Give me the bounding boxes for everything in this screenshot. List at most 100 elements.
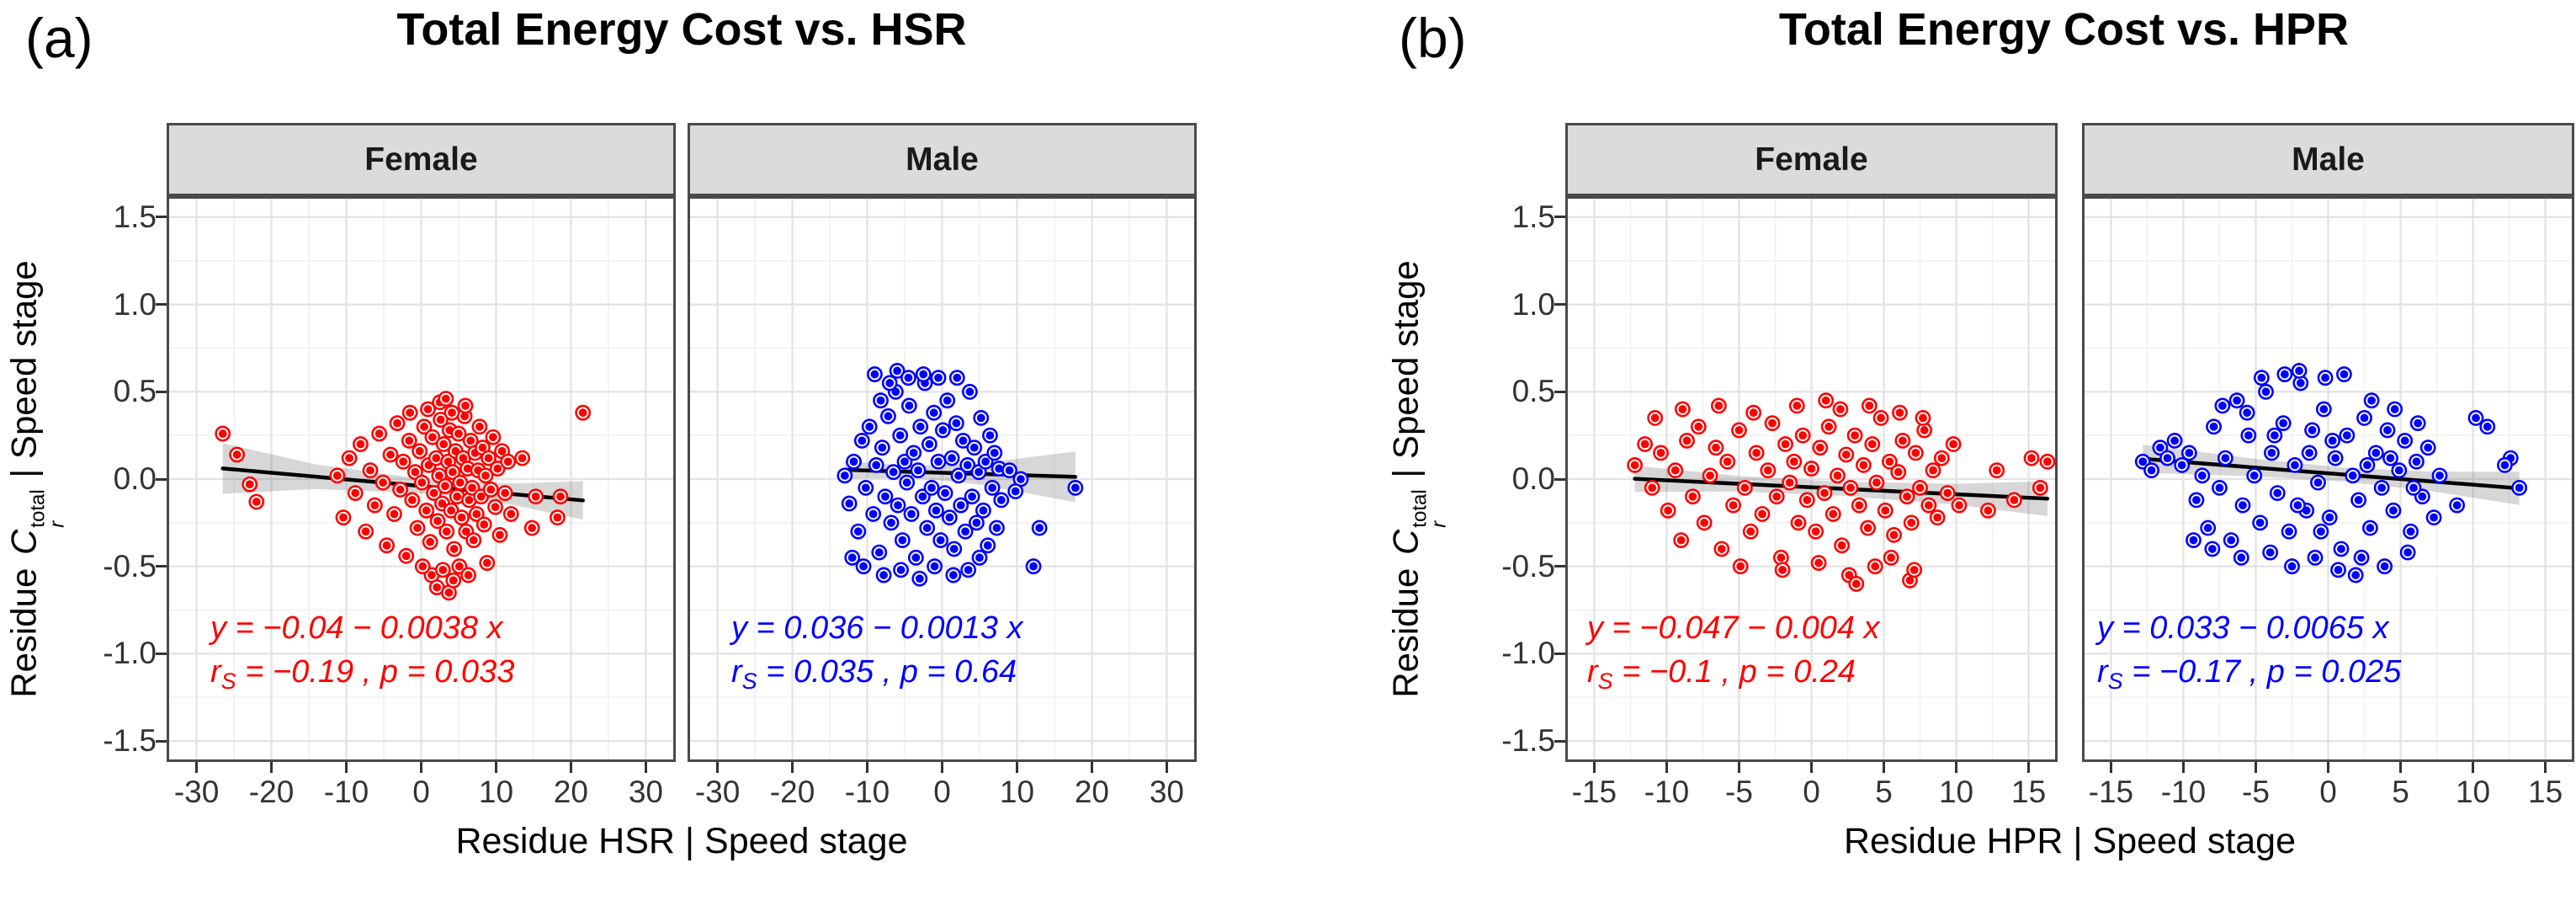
y-axis-symbol: C (1385, 529, 1426, 556)
y-tick-label: -1.5 (1501, 723, 1555, 759)
y-tick-mark (156, 477, 167, 481)
y-tick-label: -1.5 (103, 723, 157, 759)
facet-strip-male: Male (688, 123, 1197, 196)
x-tick-mark (866, 762, 869, 773)
y-tick-mark (1554, 390, 1565, 393)
x-tick-mark (1810, 762, 1813, 773)
y-tick-label: 1.0 (113, 286, 157, 322)
annotation-equation: y = 0.036 − 0.0013 x (731, 610, 1023, 646)
scatter-plot-hpr-female (1565, 196, 2058, 762)
y-tick-label: -0.5 (103, 548, 157, 583)
x-tick-label: -15 (2088, 775, 2134, 809)
x-tick-label: -15 (1571, 775, 1617, 809)
annotation-stats: rS = 0.035 , p = 0.64 (731, 654, 1017, 694)
x-tick-label: 15 (2528, 775, 2563, 809)
y-axis-title-suffix: | Speed stage (1385, 260, 1426, 488)
y-tick-mark (156, 652, 167, 655)
y-axis-title-suffix: | Speed stage (3, 260, 44, 488)
x-tick-mark (1592, 762, 1596, 773)
x-tick-label: 0 (412, 775, 430, 809)
x-tick-mark (1955, 762, 1958, 773)
y-tick-label: 0.0 (113, 461, 157, 496)
x-tick-mark (1090, 762, 1093, 773)
x-tick-mark (1883, 762, 1886, 773)
x-tick-mark (2254, 762, 2257, 773)
annotation-equation: y = 0.033 − 0.0065 x (2097, 610, 2389, 646)
x-axis-title-hpr: Residue HPR | Speed stage (1843, 821, 2297, 861)
x-tick-label: 15 (2011, 775, 2047, 809)
x-tick-mark (791, 762, 794, 773)
y-tick-label: 0.5 (1511, 374, 1555, 409)
scatter-plot-hsr-male (688, 196, 1197, 762)
facet-strip-female: Female (1565, 123, 2058, 196)
y-tick-label: 0.5 (113, 374, 157, 409)
x-tick-mark (2327, 762, 2329, 773)
x-tick-label: -30 (694, 775, 741, 809)
x-tick-mark (345, 762, 348, 773)
x-axis-title-hsr: Residue HSR | Speed stage (455, 821, 908, 861)
x-tick-mark (569, 762, 572, 773)
y-axis-supsub: total r (1408, 489, 1451, 528)
y-axis-title-prefix: Residue (3, 558, 44, 698)
x-tick-mark (941, 762, 943, 773)
x-tick-mark (1165, 762, 1168, 773)
y-tick-mark (156, 216, 167, 219)
x-tick-label: -10 (844, 775, 890, 809)
y-tick-mark (156, 739, 167, 743)
x-tick-label: 0 (1803, 775, 1820, 809)
x-tick-label: 5 (2392, 775, 2409, 809)
y-tick-label: 0.0 (1511, 461, 1555, 496)
regression-annotation-hpr-male: y = 0.033 − 0.0065 x rS = −0.17 , p = 0.… (2097, 606, 2401, 703)
y-axis-title-prefix: Residue (1385, 558, 1426, 698)
x-tick-mark (716, 762, 720, 773)
x-tick-label: 30 (1149, 775, 1184, 809)
x-tick-label: -10 (2160, 775, 2207, 809)
x-tick-label: 10 (1938, 775, 1974, 809)
annotation-equation: y = −0.047 − 0.004 x (1587, 610, 1880, 646)
y-tick-mark (1554, 303, 1565, 306)
panel-a-title: Total Energy Cost vs. HSR (396, 4, 967, 55)
x-tick-label: -10 (1644, 775, 1690, 809)
annotation-stats: rS = −0.1 , p = 0.24 (1587, 654, 1856, 694)
x-tick-label: 10 (999, 775, 1035, 809)
x-tick-label: 20 (553, 775, 589, 809)
panel-b-label: (b) (1399, 7, 1467, 69)
y-tick-mark (1554, 652, 1565, 655)
scatter-plot-hpr-male (2082, 196, 2574, 762)
x-tick-label: -5 (1725, 775, 1753, 809)
y-tick-label: 1.0 (1511, 286, 1555, 322)
x-tick-mark (2544, 762, 2547, 773)
x-tick-mark (1737, 762, 1740, 773)
x-tick-mark (1665, 762, 1668, 773)
y-tick-label: 1.5 (113, 199, 157, 234)
x-tick-mark (2181, 762, 2185, 773)
x-tick-label: -30 (173, 775, 220, 809)
regression-annotation-hsr-female: y = −0.04 − 0.0038 x rS = −0.19 , p = 0.… (210, 606, 514, 703)
x-tick-mark (2399, 762, 2403, 773)
annotation-stats: rS = −0.19 , p = 0.033 (210, 654, 515, 694)
x-tick-label: 0 (2319, 775, 2337, 809)
panel-b-title: Total Energy Cost vs. HPR (1778, 4, 2350, 55)
panel-a-label: (a) (25, 7, 93, 69)
y-tick-label: 1.5 (1511, 199, 1555, 234)
y-tick-mark (1554, 739, 1565, 743)
x-tick-mark (1015, 762, 1018, 773)
y-tick-mark (156, 303, 167, 306)
y-tick-mark (1554, 216, 1565, 219)
x-tick-label: 20 (1074, 775, 1110, 809)
x-tick-label: 10 (478, 775, 514, 809)
x-tick-label: 10 (2455, 775, 2491, 809)
annotation-equation: y = −0.04 − 0.0038 x (210, 610, 503, 646)
x-tick-mark (420, 762, 422, 773)
x-tick-label: 5 (1875, 775, 1893, 809)
y-axis-supsub: total r (26, 489, 69, 528)
facet-strip-male: Male (2082, 123, 2574, 196)
regression-annotation-hpr-female: y = −0.047 − 0.004 x rS = −0.1 , p = 0.2… (1587, 606, 1880, 703)
facet-strip-female: Female (167, 123, 676, 196)
x-tick-label: 30 (628, 775, 663, 809)
y-tick-mark (1554, 477, 1565, 481)
regression-annotation-hsr-male: y = 0.036 − 0.0013 x rS = 0.035 , p = 0.… (731, 606, 1023, 703)
